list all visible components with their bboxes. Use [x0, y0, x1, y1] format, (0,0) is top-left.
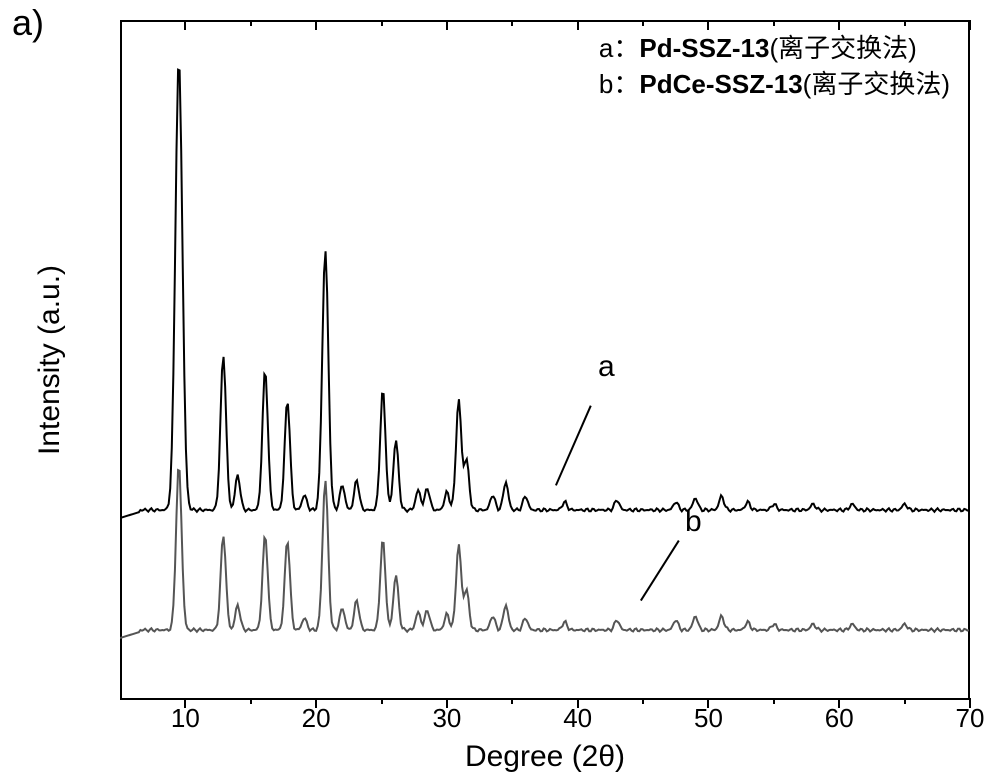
figure-container: a) Intensity (a.u.) Degree (2θ) 10203040…: [0, 0, 1000, 777]
x-axis-label: Degree (2θ): [465, 740, 625, 774]
y-axis-label: Intensity (a.u.): [33, 265, 67, 455]
xrd-plot: [120, 20, 970, 700]
panel-label: a): [12, 2, 44, 44]
xrd-curve-b: [120, 470, 969, 638]
xrd-curve-a: [120, 70, 969, 518]
